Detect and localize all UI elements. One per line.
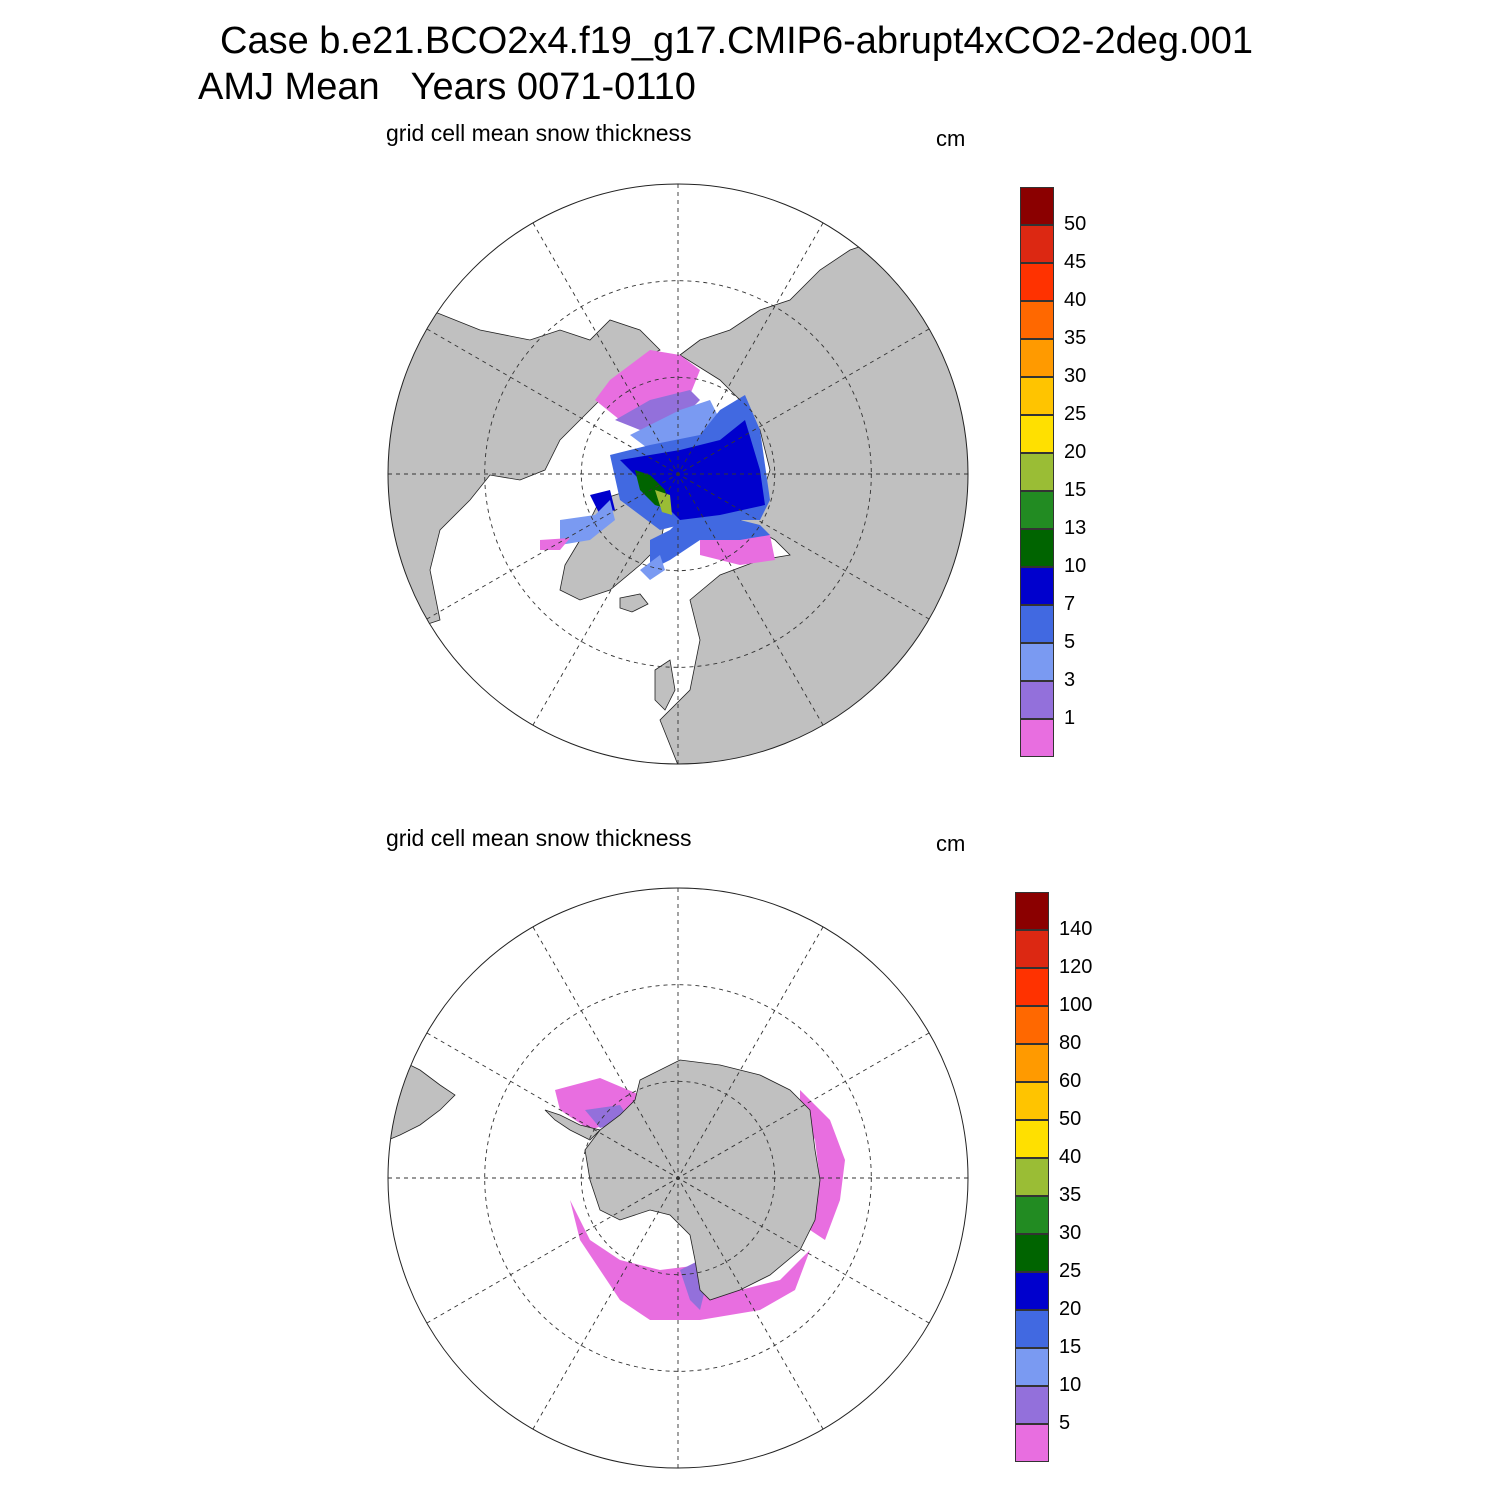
colorbar-cell — [1020, 377, 1054, 415]
colorbar-tick-label: 3 — [1064, 669, 1076, 691]
colorbar-cell — [1020, 453, 1054, 491]
colorbar-cell — [1020, 301, 1054, 339]
colorbar-tick-label: 140 — [1059, 918, 1093, 940]
colorbar-cell — [1020, 491, 1054, 529]
colorbar-cell — [1015, 1044, 1049, 1082]
plot-subtitle: AMJ Mean Years 0071-0110 — [198, 66, 696, 108]
colorbar-tick-label: 20 — [1064, 441, 1087, 463]
colorbar-tick-label: 35 — [1059, 1184, 1082, 1206]
colorbar-cell — [1020, 529, 1054, 567]
colorbar-cell — [1020, 187, 1054, 225]
south-colorbar: 5 10 15 20 25 30 35 40 50 60 80 100 120 140 — [1015, 892, 1135, 1462]
north-units-label: cm — [936, 126, 966, 151]
colorbar-cell — [1015, 1196, 1049, 1234]
colorbar-tick-label: 15 — [1059, 1336, 1082, 1358]
colorbar-cell — [1015, 1424, 1049, 1462]
colorbar-cell — [1015, 1082, 1049, 1120]
colorbar-tick-label: 30 — [1064, 365, 1087, 387]
colorbar-cell — [1015, 1272, 1049, 1310]
north-colorbar: 1 3 5 7 10 13 15 20 25 30 35 40 45 50 — [1020, 187, 1140, 757]
colorbar-tick-label: 1 — [1064, 707, 1076, 729]
colorbar-cell — [1015, 1386, 1049, 1424]
colorbar-tick-label: 35 — [1064, 327, 1087, 349]
colorbar-cell — [1020, 263, 1054, 301]
colorbar-tick-label: 40 — [1064, 289, 1087, 311]
british-isles-landmass — [654, 659, 676, 711]
north-panel-title: grid cell mean snow thickness — [386, 120, 692, 146]
colorbar-cell — [1015, 892, 1049, 930]
colorbar-tick-label: 20 — [1059, 1298, 1082, 1320]
colorbar-tick-label: 120 — [1059, 956, 1093, 978]
colorbar-tick-label: 50 — [1064, 213, 1087, 235]
iceland-landmass — [619, 593, 649, 613]
colorbar-tick-label: 30 — [1059, 1222, 1082, 1244]
colorbar-cell — [1020, 719, 1054, 757]
antarctica-landmass — [584, 1059, 821, 1301]
south-polar-map — [387, 887, 969, 1469]
colorbar-tick-label: 10 — [1064, 555, 1087, 577]
colorbar-tick-label: 15 — [1064, 479, 1087, 501]
plot-title: Case b.e21.BCO2x4.f19_g17.CMIP6-abrupt4x… — [220, 20, 1253, 62]
colorbar-cell — [1020, 681, 1054, 719]
colorbar-cell — [1015, 1348, 1049, 1386]
colorbar-tick-label: 50 — [1059, 1108, 1082, 1130]
colorbar-cell — [1015, 1234, 1049, 1272]
colorbar-cell — [1020, 415, 1054, 453]
colorbar-cell — [1020, 225, 1054, 263]
colorbar-cell — [1015, 968, 1049, 1006]
colorbar-tick-label: 45 — [1064, 251, 1087, 273]
colorbar-tick-label: 80 — [1059, 1032, 1082, 1054]
colorbar-tick-label: 7 — [1064, 593, 1076, 615]
colorbar-cell — [1015, 930, 1049, 968]
colorbar-tick-label: 60 — [1059, 1070, 1082, 1092]
south-panel-title: grid cell mean snow thickness — [386, 825, 692, 851]
colorbar-tick-label: 5 — [1064, 631, 1076, 653]
colorbar-tick-label: 100 — [1059, 994, 1093, 1016]
colorbar-cell — [1020, 339, 1054, 377]
colorbar-tick-label: 25 — [1059, 1260, 1082, 1282]
colorbar-cell — [1015, 1006, 1049, 1044]
colorbar-tick-label: 40 — [1059, 1146, 1082, 1168]
colorbar-cell — [1015, 1158, 1049, 1196]
colorbar-tick-label: 25 — [1064, 403, 1087, 425]
colorbar-cell — [1020, 643, 1054, 681]
north-polar-map — [387, 183, 969, 765]
colorbar-cell — [1020, 605, 1054, 643]
colorbar-tick-label: 10 — [1059, 1374, 1082, 1396]
colorbar-cell — [1015, 1310, 1049, 1348]
colorbar-tick-label: 5 — [1059, 1412, 1071, 1434]
colorbar-tick-label: 13 — [1064, 517, 1087, 539]
colorbar-cell — [1015, 1120, 1049, 1158]
colorbar-cell — [1020, 567, 1054, 605]
south-units-label: cm — [936, 831, 966, 856]
